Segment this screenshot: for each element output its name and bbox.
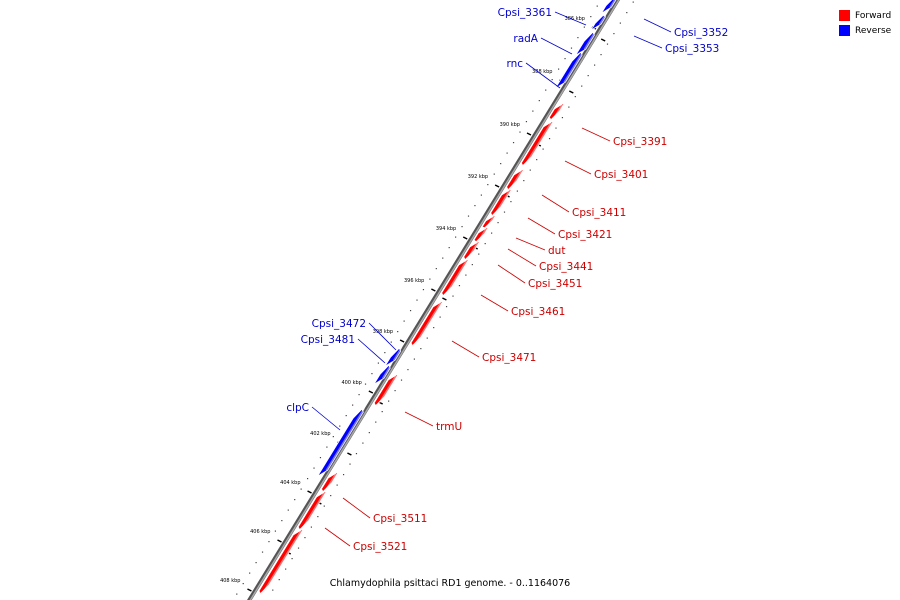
gene-labels: Cpsi_3361 radA rnc Cpsi_3352 Cpsi_3353 Cpsi_3… <box>286 7 728 553</box>
leader-line-Cpsi_3421 <box>527 217 556 235</box>
gene-label-Cpsi_3361: Cpsi_3361 <box>498 7 552 19</box>
gene-label-trmU: trmU <box>436 421 462 433</box>
gene-Cpsi_3411 <box>506 168 525 191</box>
gene-Cpsi_3361 <box>590 14 607 31</box>
leader-line-Cpsi_3521 <box>324 527 351 547</box>
gene-label-dut: dut <box>548 245 565 257</box>
gene-Cpsi_3451 <box>463 240 481 261</box>
tick-label-9: 404 kbp <box>280 480 300 486</box>
leader-line-Cpsi_3471 <box>451 340 480 358</box>
genome-backbone <box>247 0 621 600</box>
tick-label-6: 398 kbp <box>373 329 393 335</box>
major-tick-2 <box>526 132 532 136</box>
legend-item-forward: Forward <box>839 8 891 23</box>
gene-label-Cpsi_3511: Cpsi_3511 <box>373 513 427 525</box>
gene-features <box>258 0 617 595</box>
major-tick-10 <box>277 539 282 543</box>
gene-Cpsi_3352 <box>600 0 617 14</box>
leader-line-rnc <box>525 62 561 89</box>
gene-trmU <box>373 373 399 407</box>
gene-label-Cpsi_3481: Cpsi_3481 <box>301 334 355 346</box>
tick-label-0: 386 kbp <box>565 16 585 22</box>
gene-label-Cpsi_3441: Cpsi_3441 <box>539 261 593 273</box>
tick-label-7: 400 kbp <box>341 380 361 386</box>
legend-item-reverse: Reverse <box>839 23 891 38</box>
gene-label-Cpsi_3352: Cpsi_3352 <box>674 27 728 39</box>
gene-Cpsi_3471 <box>410 300 444 347</box>
gene-Cpsi_3421 <box>490 188 513 217</box>
gene-Cpsi_3511 <box>321 471 339 493</box>
gene-Cpsi_3461 <box>441 258 470 297</box>
leader-line-Cpsi_3352 <box>643 18 672 33</box>
leader-line-Cpsi_3451 <box>497 264 526 284</box>
gene-Cpsi_3521 <box>297 490 328 531</box>
leader-line-Cpsi_3441 <box>507 248 537 267</box>
gene-label-clpC: clpC <box>286 402 309 414</box>
gene-label-Cpsi_3451: Cpsi_3451 <box>528 278 582 290</box>
gene-label-Cpsi_3421: Cpsi_3421 <box>558 229 612 241</box>
leader-line-dut <box>515 237 546 251</box>
gene-rnc <box>554 51 583 89</box>
gene-dut <box>481 214 497 229</box>
gene-label-radA: radA <box>513 33 538 45</box>
gene-label-Cpsi_3401: Cpsi_3401 <box>594 169 648 181</box>
major-tick-5 <box>431 288 436 292</box>
gene-label-Cpsi_3471: Cpsi_3471 <box>482 352 536 364</box>
leader-line-Cpsi_3401 <box>564 160 592 175</box>
tick-label-8: 402 kbp <box>310 431 330 437</box>
gene-Cpsi_3441 <box>473 226 490 243</box>
leader-line-Cpsi_3391 <box>581 127 611 142</box>
tick-label-11: 408 kbp <box>220 578 240 584</box>
leader-line-clpC <box>311 406 341 431</box>
gene-label-Cpsi_3391: Cpsi_3391 <box>613 136 667 148</box>
gene-label-Cpsi_3411: Cpsi_3411 <box>572 207 626 219</box>
leader-line-trmU <box>404 411 434 427</box>
major-tick-3 <box>494 184 500 188</box>
leader-line-radA <box>540 37 573 55</box>
leader-line-Cpsi_3411 <box>541 194 570 213</box>
gene-Cpsi_3401 <box>520 120 555 167</box>
gene-label-rnc: rnc <box>506 58 523 70</box>
major-tick-7 <box>368 390 374 394</box>
gene-Cpsi_3481 <box>373 364 391 385</box>
gene-Cpsi_3391 <box>548 102 566 121</box>
tick-label-3: 392 kbp <box>468 174 488 180</box>
leader-line-Cpsi_3481 <box>357 338 386 364</box>
leader-line-Cpsi_3472 <box>368 322 397 351</box>
tick-label-5: 396 kbp <box>404 278 424 284</box>
gene-label-Cpsi_3521: Cpsi_3521 <box>353 541 407 553</box>
legend-label-reverse: Reverse <box>855 25 892 36</box>
major-tick-6 <box>399 339 405 343</box>
gene-Cpsi_3472 <box>384 347 402 367</box>
genome-caption: Chlamydophila psittaci RD1 genome. - 0..… <box>329 578 571 589</box>
major-tick-9 <box>307 490 312 494</box>
tick-label-4: 394 kbp <box>436 226 456 232</box>
gene-label-Cpsi_3353: Cpsi_3353 <box>665 43 719 55</box>
legend-swatch-reverse <box>839 25 850 36</box>
gene-clpC <box>317 408 364 477</box>
major-tick-4 <box>462 236 468 240</box>
leader-line-Cpsi_3511 <box>342 497 371 519</box>
legend-swatch-forward <box>839 10 850 21</box>
gene-label-Cpsi_3461: Cpsi_3461 <box>511 306 565 318</box>
gene-label-Cpsi_3472: Cpsi_3472 <box>312 318 366 330</box>
tick-marks: 386 kbp 388 kbp 390 kbp 392 kbp 394 kbp 396 k… <box>220 1 634 595</box>
leader-line-Cpsi_3353 <box>633 35 663 49</box>
major-tick-11 <box>247 588 252 592</box>
tick-label-1: 388 kbp <box>532 69 552 75</box>
tick-label-2: 390 kbp <box>500 122 520 128</box>
gene-unlabeled-20 <box>258 528 304 595</box>
leader-line-Cpsi_3461 <box>480 294 509 312</box>
legend-label-forward: Forward <box>855 10 892 21</box>
tick-label-10: 406 kbp <box>250 529 270 535</box>
leader-line-Cpsi_3361 <box>554 11 587 26</box>
strand-legend: Forward Reverse <box>839 8 891 38</box>
